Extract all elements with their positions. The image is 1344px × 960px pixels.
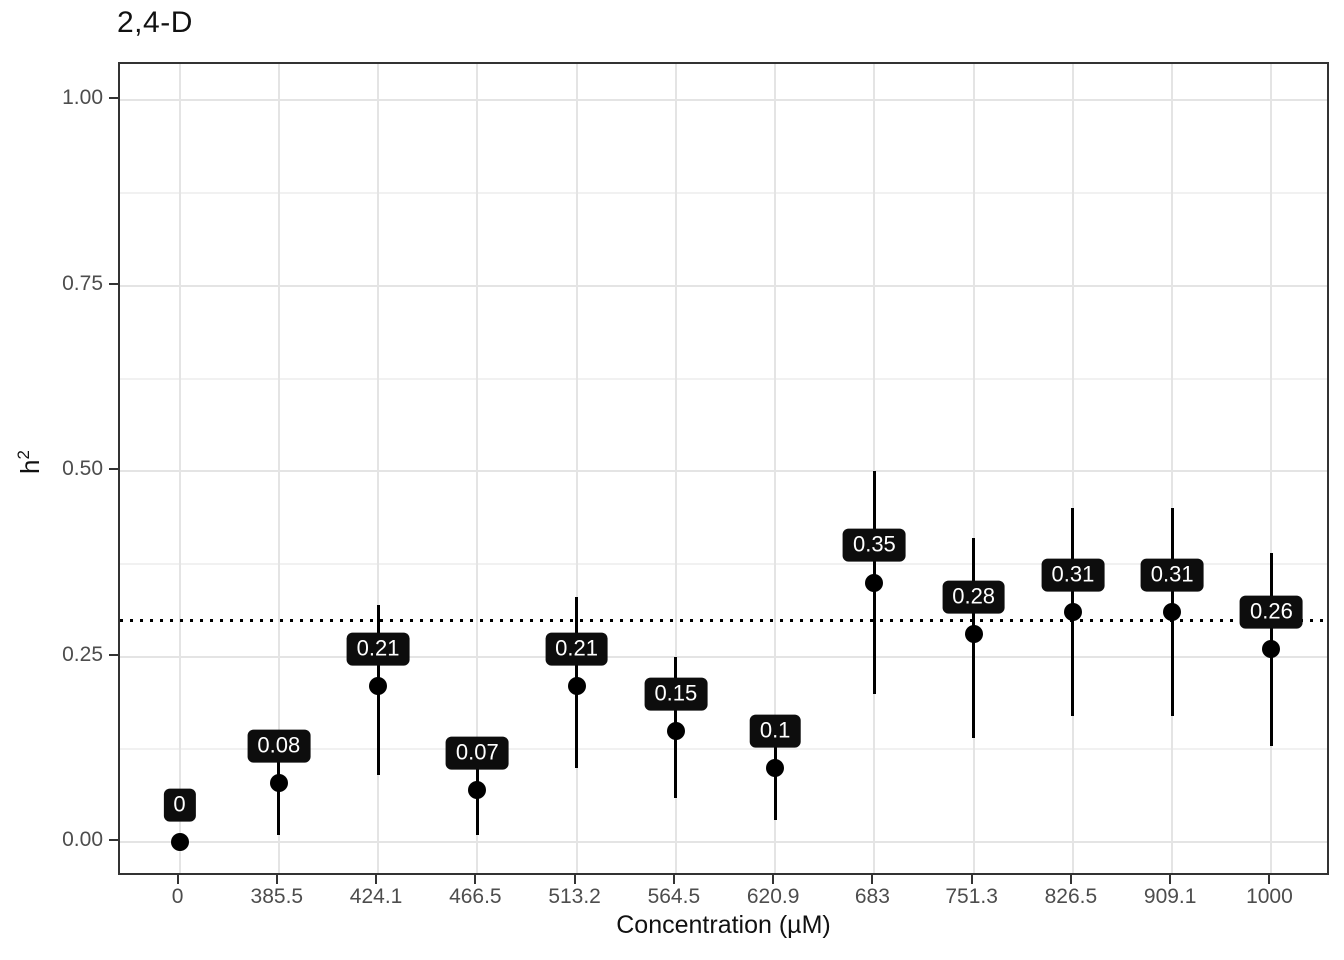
value-label: 0.31 (1140, 558, 1204, 592)
x-axis-tick-label: 424.1 (349, 885, 403, 908)
value-label: 0.21 (545, 632, 609, 666)
gridline-major-vertical (575, 64, 578, 873)
y-axis-tick-label: 0.25 (62, 642, 103, 666)
x-axis-tick (1268, 875, 1271, 884)
x-axis-tick (871, 875, 874, 884)
data-point (766, 758, 785, 777)
gridline-major-vertical (972, 64, 975, 873)
value-label: 0.35 (842, 528, 906, 562)
data-point (666, 721, 685, 740)
plot-panel: 0 0.08 0.21 0.07 0.21 0.15 0.1 0.35 0.28 0.31 0.31… (118, 62, 1329, 875)
gridline-minor-horizontal (120, 192, 1327, 195)
x-axis-tick-label: 1000 (1246, 885, 1293, 908)
y-axis-tick (109, 282, 118, 285)
data-point (1163, 603, 1182, 622)
x-axis-tick-label: 909.1 (1143, 885, 1197, 908)
data-point (567, 677, 586, 696)
data-point (269, 773, 288, 792)
x-axis-tick-label: 620.9 (746, 885, 800, 908)
x-axis-tick (772, 875, 775, 884)
gridline-minor-horizontal (120, 562, 1327, 565)
y-axis-tick (109, 653, 118, 656)
x-axis-tick (672, 875, 675, 884)
gridline-major-horizontal (120, 99, 1327, 102)
gridline-major-vertical (674, 64, 677, 873)
gridline-major-vertical (178, 64, 181, 873)
value-label: 0.28 (942, 580, 1006, 614)
value-label: 0.08 (247, 729, 311, 763)
x-axis-tick-label: 385.5 (250, 885, 304, 908)
value-label: 0.07 (445, 736, 509, 770)
value-label: 0 (163, 788, 196, 822)
x-axis-tick (176, 875, 179, 884)
x-axis-tick-label: 564.5 (647, 885, 701, 908)
x-axis-tick-label: 466.5 (449, 885, 502, 908)
gridline-major-vertical (277, 64, 280, 873)
y-axis-tick (109, 468, 118, 471)
gridline-major-horizontal (120, 284, 1327, 287)
value-label: 0.15 (644, 677, 708, 711)
y-axis-title: h2 (14, 450, 46, 474)
gridline-minor-horizontal (120, 748, 1327, 751)
gridline-major-vertical (873, 64, 876, 873)
gridline-major-vertical (1071, 64, 1074, 873)
chart-title: 2,4-D (117, 6, 193, 39)
value-label: 0.26 (1240, 595, 1303, 629)
x-axis-tick-label: 683 (854, 885, 890, 908)
y-axis-tick-label: 0.75 (62, 271, 103, 295)
data-point (468, 781, 487, 800)
data-point (170, 833, 189, 852)
x-axis-tick (1069, 875, 1072, 884)
gridline-major-vertical (1270, 64, 1273, 873)
reference-line (120, 618, 1327, 622)
gridline-major-horizontal (120, 841, 1327, 844)
value-label: 0.21 (346, 632, 410, 666)
x-axis-tick (573, 875, 576, 884)
y-axis-tick (109, 97, 118, 100)
data-point (1262, 640, 1281, 659)
x-axis-tick-label: 751.3 (945, 885, 998, 908)
y-axis-title-base: h (14, 459, 45, 474)
value-label: 0.31 (1041, 558, 1105, 592)
x-axis-tick-label: 0 (171, 885, 184, 908)
gridline-major-horizontal (120, 655, 1327, 658)
gridline-major-vertical (377, 64, 380, 873)
x-axis-tick-label: 826.5 (1044, 885, 1098, 908)
x-axis-tick (375, 875, 378, 884)
gridline-minor-horizontal (120, 377, 1327, 380)
gridline-major-vertical (476, 64, 479, 873)
data-point (369, 677, 388, 696)
x-axis-tick-label: 513.2 (548, 885, 601, 908)
y-axis-title-superscript: 2 (14, 450, 34, 460)
y-axis-tick-label: 1.00 (62, 86, 103, 110)
y-axis-tick (109, 839, 118, 842)
value-label: 0.1 (749, 714, 801, 748)
gridline-major-horizontal (120, 470, 1327, 473)
data-point (1063, 603, 1082, 622)
y-axis-tick-label: 0.00 (62, 828, 103, 852)
data-point (865, 573, 884, 592)
x-axis-tick (1169, 875, 1172, 884)
x-axis-tick (275, 875, 278, 884)
x-axis-title: Concentration (µM) (616, 911, 831, 939)
y-axis-tick-label: 0.50 (62, 457, 103, 481)
gridline-major-vertical (774, 64, 777, 873)
data-point (964, 625, 983, 644)
x-axis-tick (474, 875, 477, 884)
gridline-major-vertical (1171, 64, 1174, 873)
x-axis-tick (970, 875, 973, 884)
